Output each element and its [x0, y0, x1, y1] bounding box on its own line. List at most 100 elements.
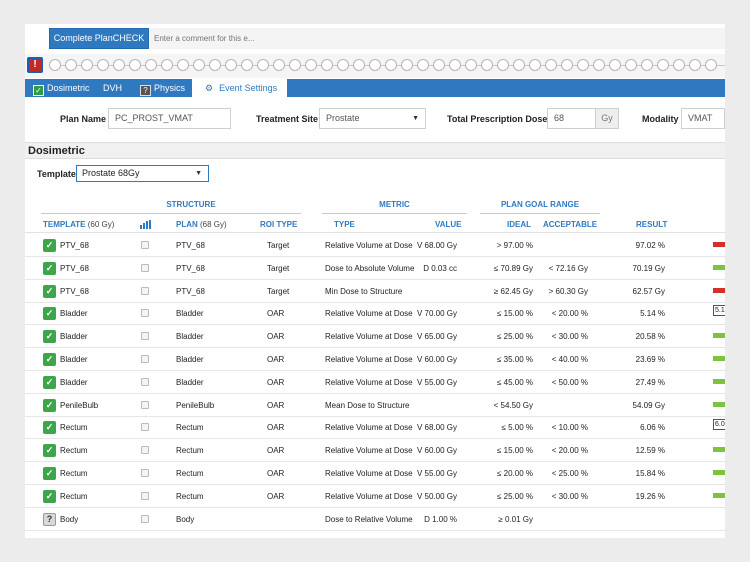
row-checkbox[interactable]: [141, 514, 149, 523]
timeline-node[interactable]: [385, 59, 397, 71]
check-icon[interactable]: ✓: [43, 307, 56, 321]
row-checkbox[interactable]: [141, 469, 149, 477]
table-row[interactable]: ✓ Rectum Rectum OAR Relative Volume at Dose V…: [25, 416, 725, 440]
table-row[interactable]: ✓ Bladder Bladder OAR Relative Volume at Dos…: [25, 302, 725, 326]
col-plan[interactable]: PLAN (68 Gy): [176, 220, 227, 229]
table-row[interactable]: ✓ Bladder Bladder OAR Relative Volume at Dos…: [25, 348, 725, 371]
timeline-node[interactable]: [145, 59, 157, 71]
timeline-node[interactable]: [321, 59, 333, 71]
check-icon[interactable]: ✓: [43, 261, 56, 275]
timeline-node[interactable]: [193, 59, 205, 71]
timeline-node[interactable]: [433, 59, 445, 71]
tab-dvh[interactable]: DVH: [103, 79, 122, 97]
alert-icon[interactable]: !: [27, 57, 43, 73]
timeline-node[interactable]: [369, 59, 381, 71]
timeline-node[interactable]: [177, 59, 189, 71]
timeline-node[interactable]: [209, 59, 221, 71]
timeline-node[interactable]: [545, 59, 557, 71]
timeline-node[interactable]: [65, 59, 77, 71]
timeline-node[interactable]: [593, 59, 605, 71]
timeline-node[interactable]: [97, 59, 109, 71]
col-roi-type[interactable]: ROI TYPE: [260, 220, 298, 229]
tab-event-settings[interactable]: ⚙ Event Settings: [192, 79, 288, 97]
timeline-node[interactable]: [625, 59, 637, 71]
timeline-node[interactable]: [81, 59, 93, 71]
table-row[interactable]: ✓ Rectum Rectum OAR Relative Volume at Dose V…: [25, 439, 725, 463]
template-select[interactable]: Prostate 68Gy ▼: [76, 165, 209, 182]
check-icon[interactable]: ✓: [43, 421, 56, 435]
table-row[interactable]: ✓ Rectum Rectum OAR Relative Volume at Dose V…: [25, 462, 725, 485]
timeline-node[interactable]: [705, 59, 717, 71]
timeline-node[interactable]: [273, 59, 285, 71]
tab-physics[interactable]: ? Physics: [140, 79, 185, 97]
timeline-node[interactable]: [113, 59, 125, 71]
col-value[interactable]: VALUE: [435, 220, 462, 229]
timeline-node[interactable]: [689, 59, 701, 71]
timeline-node[interactable]: [49, 59, 61, 71]
check-icon[interactable]: ✓: [43, 330, 56, 344]
row-checkbox[interactable]: [141, 377, 149, 386]
timeline-node[interactable]: [577, 59, 589, 71]
row-checkbox[interactable]: [141, 446, 149, 455]
check-icon[interactable]: ✓: [43, 375, 56, 389]
table-row[interactable]: ✓ Bladder Bladder OAR Relative Volume at Dos…: [25, 325, 725, 349]
check-icon[interactable]: ✓: [43, 284, 56, 298]
timeline-node[interactable]: [353, 59, 365, 71]
timeline-node[interactable]: [161, 59, 173, 71]
timeline-node[interactable]: [497, 59, 509, 71]
timeline-node[interactable]: [609, 59, 621, 71]
row-checkbox[interactable]: [141, 332, 149, 341]
col-type[interactable]: TYPE: [334, 220, 355, 229]
timeline-node[interactable]: [417, 59, 429, 71]
treatment-site-select[interactable]: Prostate ▼: [319, 108, 426, 129]
timeline-node[interactable]: [401, 59, 413, 71]
row-checkbox[interactable]: [141, 286, 149, 295]
col-result[interactable]: RESULT: [636, 220, 668, 229]
row-checkbox[interactable]: [141, 423, 149, 432]
row-checkbox[interactable]: [141, 263, 149, 272]
timeline-node[interactable]: [129, 59, 141, 71]
row-checkbox[interactable]: [141, 309, 149, 318]
timeline-node[interactable]: [513, 59, 525, 71]
timeline-node[interactable]: [257, 59, 269, 71]
sort-icon[interactable]: [140, 220, 152, 231]
prescription-dose-field[interactable]: 68: [547, 108, 596, 129]
timeline-node[interactable]: [465, 59, 477, 71]
check-icon[interactable]: ✓: [43, 467, 56, 480]
check-icon[interactable]: ✓: [43, 239, 56, 252]
row-checkbox[interactable]: [141, 241, 149, 249]
table-row[interactable]: ✓ Rectum Rectum OAR Relative Volume at Dose V…: [25, 485, 725, 508]
plan-name-field[interactable]: PC_PROST_VMAT: [108, 108, 231, 129]
timeline-node[interactable]: [305, 59, 317, 71]
row-checkbox[interactable]: [141, 355, 149, 363]
check-icon[interactable]: ✓: [43, 489, 56, 503]
col-ideal[interactable]: IDEAL: [507, 220, 531, 229]
row-checkbox[interactable]: [141, 400, 149, 409]
timeline-node[interactable]: [529, 59, 541, 71]
table-row[interactable]: ✓ Bladder Bladder OAR Relative Volume at Dos…: [25, 371, 725, 394]
timeline-node[interactable]: [241, 59, 253, 71]
row-checkbox[interactable]: [141, 491, 149, 500]
comment-input[interactable]: [149, 28, 725, 49]
table-row[interactable]: ✓ PTV_68 PTV_68 Target Relative Volume at Do…: [25, 234, 725, 257]
table-row[interactable]: ✓ PTV_68 PTV_68 Target Dose to Absolute Volu…: [25, 257, 725, 280]
timeline-node[interactable]: [641, 59, 653, 71]
timeline-node[interactable]: [561, 59, 573, 71]
modality-field[interactable]: VMAT: [681, 108, 725, 129]
col-template[interactable]: TEMPLATE (60 Gy): [43, 220, 115, 229]
table-row[interactable]: ✓ PenileBulb PenileBulb OAR Mean Dose to Str…: [25, 394, 725, 417]
timeline-node[interactable]: [289, 59, 301, 71]
check-icon[interactable]: ✓: [43, 444, 56, 458]
check-icon[interactable]: ✓: [43, 398, 56, 412]
timeline-node[interactable]: [449, 59, 461, 71]
table-row[interactable]: ✓ PTV_68 PTV_68 Target Min Dose to Structure…: [25, 280, 725, 303]
timeline-node[interactable]: [225, 59, 237, 71]
check-icon[interactable]: ✓: [43, 353, 56, 366]
question-icon[interactable]: ?: [43, 512, 56, 526]
timeline-node[interactable]: [673, 59, 685, 71]
complete-plancheck-button[interactable]: Complete PlanCHECK: [49, 28, 149, 49]
timeline-node[interactable]: [481, 59, 493, 71]
timeline-node[interactable]: [657, 59, 669, 71]
timeline-node[interactable]: [337, 59, 349, 71]
table-row[interactable]: ? Body Body Dose to Relative Volume D 1.00 %…: [25, 508, 725, 531]
